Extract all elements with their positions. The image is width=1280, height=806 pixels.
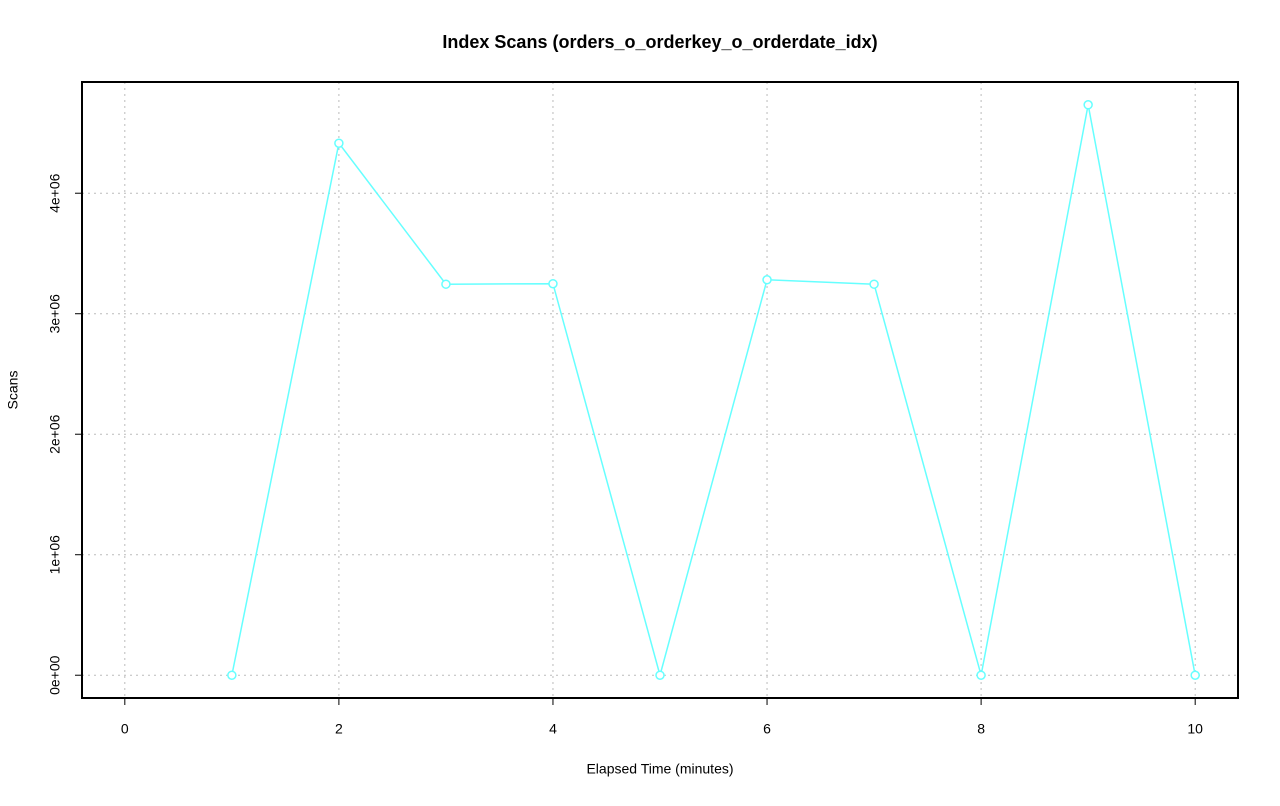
y-tick-label: 1e+06: [47, 535, 63, 575]
x-tick-label: 0: [121, 721, 129, 737]
series-line: [231, 104, 1196, 679]
data-point: [869, 279, 879, 289]
data-point: [762, 274, 772, 285]
chart-title: Index Scans (orders_o_orderkey_o_orderda…: [442, 32, 877, 52]
x-tick-label: 4: [549, 721, 557, 737]
y-tick-label: 2e+06: [47, 414, 63, 454]
y-tick-label: 4e+06: [47, 173, 63, 213]
x-tick-label: 6: [763, 721, 771, 737]
data-point: [1083, 100, 1093, 110]
x-tick-label: 10: [1187, 721, 1203, 737]
y-tick-label: 0e+00: [47, 655, 63, 695]
data-point: [548, 278, 558, 289]
x-tick-label: 2: [335, 721, 343, 737]
data-point: [655, 670, 665, 680]
y-axis-label: Scans: [5, 371, 21, 410]
data-point: [441, 279, 451, 289]
data-point: [227, 670, 237, 680]
data-point: [334, 138, 344, 148]
plot-frame: [81, 81, 1239, 699]
y-tick-label: 3e+06: [47, 294, 63, 334]
x-axis-label: Elapsed Time (minutes): [586, 761, 733, 777]
x-tick-label: 8: [977, 721, 985, 737]
data-point: [1190, 670, 1200, 680]
data-point: [976, 670, 986, 680]
